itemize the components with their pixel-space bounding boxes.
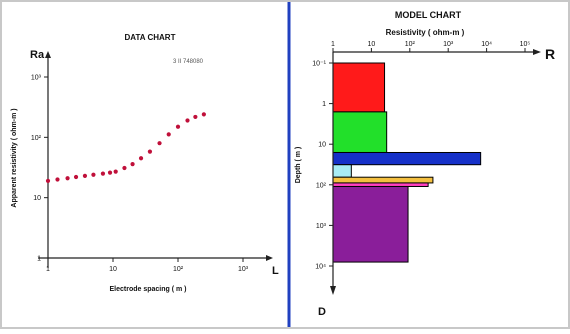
y-tick-label: 10	[33, 195, 41, 202]
data-point	[166, 132, 171, 137]
x-axis-title: Electrode spacing ( m )	[109, 286, 186, 293]
data-point	[201, 112, 206, 117]
y-tick-label: 10²	[31, 135, 42, 142]
r-tick-label: 10⁴	[481, 41, 492, 48]
data-point	[157, 141, 162, 146]
x-axis-arrow	[266, 255, 273, 261]
model-chart-y-ticks: 10⁻¹ 1 10 10² 10³ 10⁴	[312, 61, 333, 271]
d-axis-arrow	[330, 286, 336, 295]
data-point	[45, 178, 51, 183]
data-point	[185, 118, 190, 123]
r-tick-label: 10³	[443, 41, 454, 48]
model-layer	[332, 182, 429, 187]
data-chart-title: DATA CHART	[125, 33, 176, 42]
data-point	[82, 173, 88, 178]
data-point	[175, 124, 181, 129]
r-tick-label: 10⁵	[520, 41, 531, 48]
d-tick-label: 10²	[316, 182, 327, 189]
data-point	[73, 174, 79, 180]
data-point	[107, 170, 113, 175]
model-layer	[332, 176, 434, 184]
model-layer	[332, 151, 482, 166]
y-axis-arrow	[45, 51, 51, 58]
data-point	[55, 177, 60, 182]
data-chart-points	[45, 112, 206, 183]
r-tick-label: 1	[331, 41, 335, 48]
x-tick-label: 10	[109, 266, 117, 273]
model-layer	[332, 111, 388, 153]
data-point	[130, 162, 135, 167]
model-chart-x-ticks: 1 10 10² 10³ 10⁴ 10⁵	[331, 41, 530, 52]
d-tick-label: 1	[322, 101, 326, 108]
d-tick-label: 10	[318, 142, 326, 149]
d-tick-label: 10⁻¹	[312, 61, 326, 68]
model-layer	[332, 164, 352, 178]
model-layer	[332, 185, 409, 263]
model-chart-title: MODEL CHART	[395, 10, 462, 20]
y-axis-title: Apparent resistivity ( ohm-m )	[11, 108, 18, 207]
data-chart: DATA CHART 3 II 748080 Ra L Electrode sp…	[11, 33, 279, 293]
d-tick-label: 10³	[316, 223, 327, 230]
x-axis-letter: L	[272, 265, 279, 277]
r-axis-letter: R	[545, 46, 555, 62]
depth-axis-title: Depth ( m )	[295, 147, 302, 184]
resistivity-axis-title: Resistivity ( ohm-m )	[386, 28, 465, 37]
data-point	[113, 169, 118, 174]
data-chart-x-ticks: 1 10 10² 10³	[46, 258, 249, 273]
data-point	[193, 114, 198, 120]
y-axis-letter: Ra	[30, 49, 45, 61]
data-point	[100, 171, 106, 176]
data-chart-annotation: 3 II 748080	[173, 59, 204, 65]
data-point	[138, 156, 144, 161]
model-chart: MODEL CHART Resistivity ( ohm-m ) R D De…	[295, 10, 555, 318]
data-point	[65, 176, 70, 181]
data-point	[91, 172, 96, 177]
model-chart-axes	[330, 49, 541, 295]
r-tick-label: 10²	[405, 41, 416, 48]
d-axis-letter: D	[318, 306, 326, 318]
x-tick-label: 10³	[238, 266, 249, 273]
r-axis-arrow	[533, 49, 541, 55]
model-layers	[332, 62, 482, 263]
x-tick-label: 10²	[173, 266, 184, 273]
data-point	[147, 149, 153, 154]
data-chart-axes	[38, 51, 273, 268]
r-tick-label: 10	[368, 41, 376, 48]
d-tick-label: 10⁴	[315, 264, 326, 271]
y-tick-label: 1	[37, 256, 41, 263]
data-chart-y-ticks: 1 10 10² 10³	[31, 75, 48, 263]
data-point	[122, 165, 127, 171]
y-tick-label: 10³	[31, 75, 42, 82]
x-tick-label: 1	[46, 266, 50, 273]
model-layer	[332, 62, 386, 113]
